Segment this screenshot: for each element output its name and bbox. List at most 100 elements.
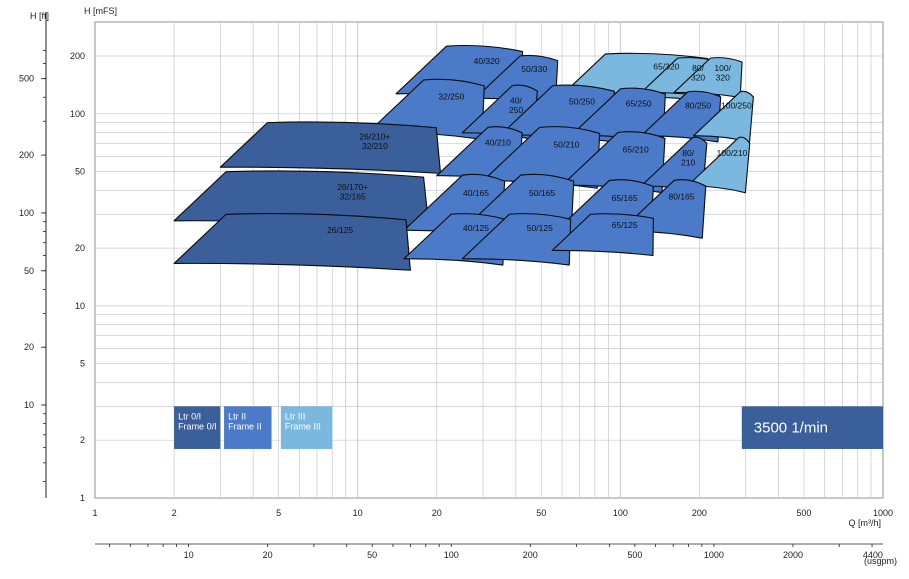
pump-label-line: 32/250: [438, 92, 464, 102]
legend-line2: Frame III: [285, 421, 321, 431]
usgpm-tick-label: 2000: [783, 550, 803, 560]
pump-label: 50/250: [569, 96, 595, 106]
x-tick-label: 10: [353, 508, 363, 518]
pump-label: 80/320: [691, 63, 705, 83]
pump-label-line: 50/210: [553, 140, 579, 150]
pump-label: 50/330: [521, 64, 547, 74]
x-tick-label: 50: [536, 508, 546, 518]
pump-label-line: 32/210: [362, 141, 388, 151]
plot-frame: [94, 21, 884, 499]
ft-tick-label: 500: [19, 74, 34, 84]
pump-region: [173, 213, 411, 271]
y-tick-label: 200: [70, 51, 85, 61]
legend-line1: Ltr II: [228, 411, 246, 421]
pump-label: 40/125: [463, 223, 489, 233]
pump-label: 65/320: [653, 61, 679, 71]
pump-label-line: 50/165: [529, 188, 555, 198]
ft-tick-label: 100: [19, 208, 34, 218]
y-tick-label: 20: [75, 243, 85, 253]
legend-line1: Ltr III: [285, 411, 306, 421]
pump-label-line: 250: [509, 105, 523, 115]
usgpm-tick-label: 500: [627, 550, 642, 560]
pump-label-line: 80/165: [668, 192, 694, 202]
ft-tick-label: 50: [24, 266, 34, 276]
pump-region: [693, 90, 754, 143]
pump-label: 80/165: [668, 192, 694, 202]
legend-box-frame-1: [224, 406, 272, 449]
usgpm-tick-label: 200: [523, 550, 538, 560]
pump-label: 100/210: [717, 148, 748, 158]
pump-label-line: 80/250: [685, 100, 711, 110]
usgpm-tick-label: 100: [444, 550, 459, 560]
x-tick-label: 1000: [873, 508, 893, 518]
pump-label-line: 65/125: [612, 220, 638, 230]
usgpm-tick-label: 4400: [863, 550, 883, 560]
pump-label-line: 100/: [714, 63, 731, 73]
usgpm-tick-label: 10: [184, 550, 194, 560]
speed-label: 3500 1/min: [754, 420, 828, 437]
pump-label: 80/250: [685, 100, 711, 110]
pump-label: 65/250: [626, 98, 652, 108]
y-tick-label: 100: [70, 109, 85, 119]
y-tick-label: 50: [75, 167, 85, 177]
pump-label-line: 65/320: [653, 61, 679, 71]
pump-label: 50/165: [529, 188, 555, 198]
pump-label-line: 40/: [510, 96, 522, 106]
x-tick-label: 200: [692, 508, 707, 518]
usgpm-tick-label: 20: [263, 550, 273, 560]
usgpm-axis-title: (usgpm): [864, 556, 897, 566]
ft-tick-label: 10: [24, 400, 34, 410]
y-axis-title: H [mFS]: [84, 6, 117, 16]
pump-region: [461, 213, 572, 266]
pump-label-line: 80/: [682, 148, 694, 158]
pump-label-line: 65/210: [623, 144, 649, 154]
x-axis-title: Q [m³/h]: [848, 518, 881, 528]
ft-tick-label: 20: [24, 342, 34, 352]
y-tick-label: 1: [80, 493, 85, 503]
pump-region: [561, 131, 666, 194]
pump-label-line: 320: [716, 73, 730, 83]
pump-region: [482, 126, 601, 189]
pump-label-line: 50/330: [521, 64, 547, 74]
pump-label: 26/170+ 32/165: [337, 182, 368, 202]
pump-label: 65/165: [612, 193, 638, 203]
usgpm-tick-label: 50: [367, 550, 377, 560]
legend-box-frame-2: [280, 406, 333, 449]
pump-region: [551, 213, 654, 257]
pump-label-line: 65/165: [612, 193, 638, 203]
pump-label: 26/210+ 32/210: [359, 131, 390, 151]
speed-badge: [741, 406, 883, 449]
pump-label: 40/320: [474, 56, 500, 66]
pump-label: 65/210: [623, 144, 649, 154]
pump-label-line: 26/210+: [359, 131, 390, 141]
y-tick-label: 2: [80, 435, 85, 445]
legend-line2: Frame II: [228, 421, 262, 431]
pump-label: 100/320: [714, 63, 731, 83]
pump-label-line: 210: [681, 157, 695, 167]
pump-label: 65/125: [612, 220, 638, 230]
ft-axis-title: H [ft]: [30, 11, 49, 21]
legend-line1: Ltr 0/I: [178, 411, 201, 421]
pump-label-line: 100/250: [721, 100, 752, 110]
legend-box-frame-0: [174, 406, 221, 449]
x-tick-label: 100: [613, 508, 628, 518]
pump-label: 50/210: [553, 140, 579, 150]
usgpm-tick-label: 1000: [704, 550, 724, 560]
pump-label-line: 65/250: [626, 98, 652, 108]
pump-label-line: 40/165: [463, 188, 489, 198]
pump-label: 40/210: [485, 138, 511, 148]
pump-label: 80/210: [681, 148, 695, 168]
x-tick-label: 500: [796, 508, 811, 518]
axes: 1 2 5 10 20 50 100 200 500 1000 1 2 5 10 20 50 100 200 10 2…: [19, 12, 893, 560]
pump-label-line: 40/125: [463, 223, 489, 233]
y-tick-label: 5: [80, 359, 85, 369]
pump-label-line: 100/210: [717, 148, 748, 158]
pump-label-line: 32/165: [340, 192, 366, 202]
ft-tick-label: 200: [19, 150, 34, 160]
pump-label-line: 26/125: [327, 225, 353, 235]
pump-label-line: 26/170+: [337, 182, 368, 192]
legend-line2: Frame 0/I: [178, 421, 217, 431]
